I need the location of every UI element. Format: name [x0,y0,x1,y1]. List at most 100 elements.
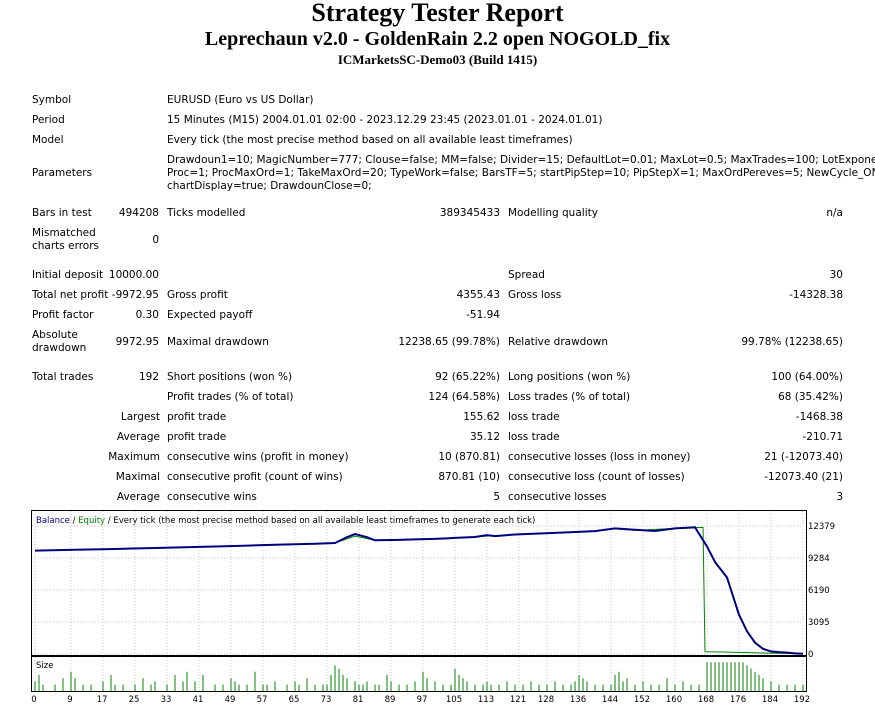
x-tick-label: 168 [698,695,714,705]
x-tick-label: 73 [321,695,332,705]
report-subtitle: Leprechaun v2.0 - GoldenRain 2.2 open NO… [204,28,671,50]
netprofit-label: Total net profit [32,289,109,301]
quality-value: n/a [826,207,843,219]
model-value: Every tick (the most precise method base… [167,134,573,146]
x-tick-label: 81 [353,695,364,705]
x-tick-label: 49 [225,695,236,705]
short-value: 92 (65.22%) [435,371,500,383]
largest-profit-value: 155.62 [463,411,500,423]
ep-label: Expected payoff [167,309,253,321]
y-tick-label: 9284 [808,554,830,564]
avg-losses-label: consecutive losses [508,491,607,503]
y-tick-label: 3095 [808,618,830,628]
ticks-value: 389345433 [439,207,500,219]
absdd-label: Absolute [32,329,78,341]
balance-chart-svg: Balance / Equity / Every tick (the most … [32,511,804,655]
maximal-loss-label: consecutive loss (count of losses) [508,471,685,483]
spread-label: Spread [508,269,545,281]
x-tick-label: 121 [510,695,526,705]
symbol-value: EURUSD (Euro vs US Dollar) [167,94,314,106]
largest-label: Largest [120,411,160,423]
balance-line [34,526,804,655]
maxdd-value: 12238.65 (99.78%) [398,336,500,348]
x-tick-label: 41 [193,695,204,705]
max-wins-label: consecutive wins (profit in money) [167,451,349,463]
grossloss-value: -14328.38 [789,289,843,301]
parameters-label: Parameters [32,167,93,179]
max-wins-value: 10 (870.81) [438,451,500,463]
ticks-label: Ticks modelled [167,207,246,219]
x-tick-label: 128 [538,695,554,705]
y-tick-label: 12379 [808,522,835,532]
x-tick-label: 152 [634,695,650,705]
maxdd-label: Maximal drawdown [167,336,269,348]
pf-value: 0.30 [135,309,159,321]
maximal-loss-value: -12073.40 (21) [764,471,843,483]
absdd-label: drawdown [32,342,87,354]
deposit-label: Initial deposit [32,269,104,281]
max-losses-value: 21 (-12073.40) [764,451,843,463]
balance-chart: Balance / Equity / Every tick (the most … [31,510,807,656]
average-label: Average [116,431,160,443]
long-value: 100 (64.00%) [771,371,843,383]
average-loss-label: loss trade [508,431,560,443]
x-tick-label: 192 [794,695,810,705]
x-tick-label: 65 [289,695,300,705]
avg-losses-value: 3 [836,491,843,503]
period-value: 15 Minutes (M15) 2004.01.01 02:00 - 2023… [167,114,603,126]
average-profit-value: 35.12 [469,431,500,443]
absdd-value: 9972.95 [115,336,159,348]
x-tick-label: 9 [67,695,72,705]
x-tick-label: 57 [257,695,268,705]
spread-value: 30 [829,269,843,281]
max-losses-label: consecutive losses (loss in money) [508,451,691,463]
period-label: Period [32,114,65,126]
x-tick-label: 17 [97,695,108,705]
x-tick-label: 89 [385,695,396,705]
report-title: Strategy Tester Report [311,0,564,27]
x-tick-label: 184 [762,695,778,705]
largest-loss-label: loss trade [508,411,560,423]
largest-profit-label: profit trade [167,411,227,423]
symbol-label: Symbol [32,94,72,106]
server-build: ICMarketsSC-Demo03 (Build 1415) [337,52,538,67]
y-axis: 12379 9284 6190 3095 0 [808,522,835,660]
trades-value: 192 [138,371,159,383]
x-tick-label: 136 [570,695,586,705]
avg-wins-label: consecutive wins [167,491,257,503]
parameters-line: Drawdoun1=10; MagicNumber=777; Clouse=fa… [167,154,875,166]
bars-label: Bars in test [32,207,92,219]
legend-balance: Balance [36,516,70,526]
parameters-line: Proc=1; ProcMaxOrd=1; TakeMaxOrd=20; Typ… [167,167,875,179]
profit-trades-value: 124 (64.58%) [428,391,500,403]
x-axis: 0 9 17 25 33 41 49 57 65 73 81 89 97 105 113 121 128 136 1… [31,695,810,705]
size-chart: Size [31,656,807,692]
pf-label: Profit factor [32,309,94,321]
legend-separator: / [70,516,78,526]
grossloss-label: Gross loss [508,289,562,301]
chart-legend: Balance / Equity / Every tick (the most … [36,516,535,526]
profit-trades-label: Profit trades (% of total) [167,391,294,403]
size-chart-svg: Size [34,657,804,691]
y-tick-label: 0 [808,650,813,660]
y-tick-label: 6190 [808,586,830,596]
reldd-value: 99.78% (12238.65) [741,336,843,348]
mismatch-label: charts errors [32,240,99,252]
ep-value: -51.94 [466,309,500,321]
loss-trades-label: Loss trades (% of total) [508,391,631,403]
reldd-label: Relative drawdown [508,336,609,348]
maximal-profit-label: consecutive profit (count of wins) [167,471,343,483]
maximum-label: Maximum [108,451,160,463]
mismatch-label: Mismatched [32,227,96,239]
avg-wins-value: 5 [493,491,500,503]
average-profit-label: profit trade [167,431,227,443]
loss-trades-value: 68 (35.42%) [778,391,843,403]
parameters-line: chartDisplay=true; DrawdounClose=0; [167,180,372,192]
bars-value: 494208 [118,207,159,219]
average-loss-value: -210.71 [802,431,843,443]
model-label: Model [32,134,64,146]
x-tick-label: 0 [31,695,36,705]
grossprofit-value: 4355.43 [456,289,500,301]
grossprofit-label: Gross profit [167,289,228,301]
x-tick-label: 97 [417,695,428,705]
